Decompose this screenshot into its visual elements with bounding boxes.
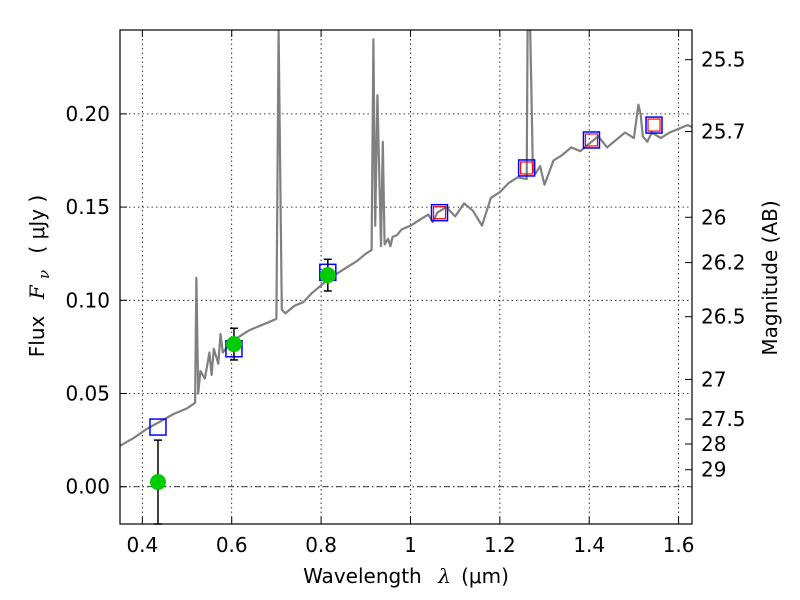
y2-axis-label: Magnitude (AB) (758, 200, 782, 355)
y-tick-label: 0.20 (65, 102, 110, 126)
x-tick-label: 1 (404, 533, 417, 557)
axis-ticks: 0.4 0.6 0.8 1 1.2 1.4 1.6 0.00 0.05 0.10 0.15 0.20 2… (65, 30, 746, 557)
x-tick-label: 0.8 (305, 533, 337, 557)
x-axis-label: Wavelength λ (μm) (303, 564, 509, 588)
model-photometry-box (430, 203, 449, 222)
x-tick-label: 0.4 (126, 533, 158, 557)
model-photometry-inner-box (432, 206, 447, 220)
model-photometry-box (517, 159, 536, 177)
model-photometry-inner-box (647, 118, 661, 132)
model-photometry-box (149, 418, 167, 436)
y-axis-label: Flux F ν ( μJy ) (25, 195, 54, 357)
plot-frame (119, 29, 693, 525)
x-axis-label-unit: (μm) (461, 564, 509, 588)
grid-lines (120, 30, 692, 524)
x-tick-label: 1.6 (663, 533, 695, 557)
y-axis-label-symbol: F (25, 284, 49, 300)
x-tick-label: 0.6 (216, 533, 248, 557)
x-tick-label: 1.2 (484, 533, 516, 557)
y-tick-label: 0.05 (65, 382, 110, 406)
mag-tick-label: 26 (701, 205, 726, 229)
y-axis-label-unit: ( μJy ) (25, 195, 49, 254)
y-axis-label-subscript: ν (35, 270, 53, 279)
mag-tick-label: 25.5 (701, 48, 746, 72)
model-photometry-box (645, 116, 663, 134)
mag-tick-label: 26.2 (701, 251, 746, 275)
y-tick-label: 0.10 (65, 288, 110, 312)
model-photometry-box (582, 131, 601, 149)
model-photometry-inner-box (584, 133, 599, 147)
x-tick-label: 1.4 (573, 533, 605, 557)
observed-photometry-point (319, 267, 336, 284)
x-axis-label-prefix: Wavelength (303, 564, 422, 588)
observed-photometry-point (149, 474, 166, 491)
plot-area (120, 30, 692, 525)
y-tick-label: 0.15 (65, 195, 110, 219)
y-tick-label: 0.00 (65, 475, 110, 499)
mag-tick-label: 29 (701, 458, 726, 482)
mag-tick-label: 27 (701, 367, 726, 391)
y-axis-label-prefix: Flux (25, 315, 49, 357)
mag-tick-label: 28 (701, 432, 726, 456)
mag-tick-label: 27.5 (701, 407, 746, 431)
model-photometry-inner-box (520, 161, 534, 175)
mag-tick-label: 26.5 (701, 305, 746, 329)
mag-tick-label: 25.7 (701, 120, 746, 144)
observed-photometry-point (225, 336, 242, 353)
x-axis-label-symbol: λ (437, 564, 451, 588)
sed-spectrum-line (120, 30, 692, 447)
